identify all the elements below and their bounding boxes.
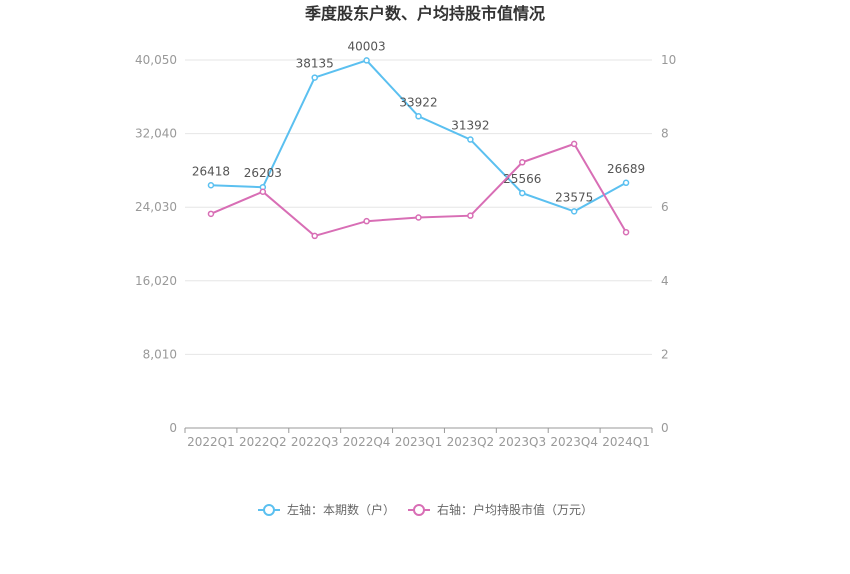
left-axis-tick-label: 16,020: [135, 274, 177, 288]
data-point: [415, 113, 422, 120]
x-axis-tick-label: 2022Q4: [343, 435, 391, 449]
data-label: 26418: [192, 164, 230, 178]
right-axis-tick-label: 8: [661, 127, 669, 141]
x-axis-tick-label: 2022Q1: [187, 435, 235, 449]
right-axis-tick-label: 4: [661, 274, 669, 288]
data-point: [259, 188, 267, 195]
data-point: [622, 179, 630, 187]
data-point: [363, 57, 370, 64]
data-label: 38135: [296, 57, 334, 71]
data-label: 26689: [607, 162, 645, 176]
right-axis-tick-label: 6: [661, 200, 669, 214]
legend-label: 左轴：本期数（户）: [287, 502, 395, 517]
grid-lines: [185, 59, 652, 355]
left-axis-tick-label: 24,030: [135, 200, 177, 214]
data-point: [207, 210, 215, 218]
data-point: [415, 214, 422, 221]
data-point: [467, 212, 474, 219]
legend-item-holders[interactable]: 左轴：本期数（户）: [258, 502, 395, 517]
x-axis-tick-label: 2023Q2: [447, 435, 495, 449]
axes: 0 8,010 16,020 24,030 32,040 40,050 0 2 4 6 8 10 202…: [135, 53, 676, 449]
data-label: 23575: [555, 190, 593, 204]
data-label: 25566: [503, 172, 541, 186]
data-label: 31392: [451, 119, 489, 133]
left-axis-tick-label: 32,040: [135, 127, 177, 141]
x-axis-tick-label: 2023Q3: [498, 435, 546, 449]
data-point: [519, 159, 526, 166]
data-point: [519, 189, 526, 197]
data-point: [570, 208, 578, 215]
right-axis-tick-label: 2: [661, 347, 669, 361]
data-point: [207, 182, 215, 189]
x-axis-tick-label: 2022Q2: [239, 435, 287, 449]
left-axis-tick-label: 0: [169, 421, 177, 435]
legend-marker-icon: [263, 504, 275, 516]
data-label: 40003: [348, 39, 386, 53]
left-axis-tick-label: 8,010: [143, 347, 177, 361]
right-axis-tick-label: 10: [661, 53, 676, 67]
series-line-holders: [210, 59, 627, 213]
series-layer: 26418 26203 38135 40003 33922 31392 25566 23575…: [192, 39, 645, 240]
x-axis-tick-label: 2024Q1: [602, 435, 650, 449]
legend-item-market-value[interactable]: 右轴：户均持股市值（万元）: [408, 502, 593, 517]
data-point: [570, 140, 578, 148]
data-label: 26203: [244, 166, 282, 180]
legend-marker-icon: [413, 504, 425, 516]
right-axis-tick-label: 0: [661, 421, 669, 435]
data-point: [311, 232, 318, 240]
data-point: [622, 228, 630, 236]
x-axis-tick-label: 2022Q3: [291, 435, 339, 449]
chart-title: 季度股东户数、户均持股市值情况: [304, 4, 545, 23]
data-point: [467, 136, 474, 143]
left-axis-tick-label: 40,050: [135, 53, 177, 67]
legend[interactable]: 左轴：本期数（户） 右轴：户均持股市值（万元）: [258, 502, 593, 517]
data-label: 33922: [399, 95, 437, 109]
legend-label: 右轴：户均持股市值（万元）: [437, 502, 593, 517]
data-point: [311, 74, 318, 81]
x-axis-tick-label: 2023Q4: [550, 435, 598, 449]
x-axis-tick-label: 2023Q1: [395, 435, 443, 449]
data-point: [363, 217, 370, 225]
